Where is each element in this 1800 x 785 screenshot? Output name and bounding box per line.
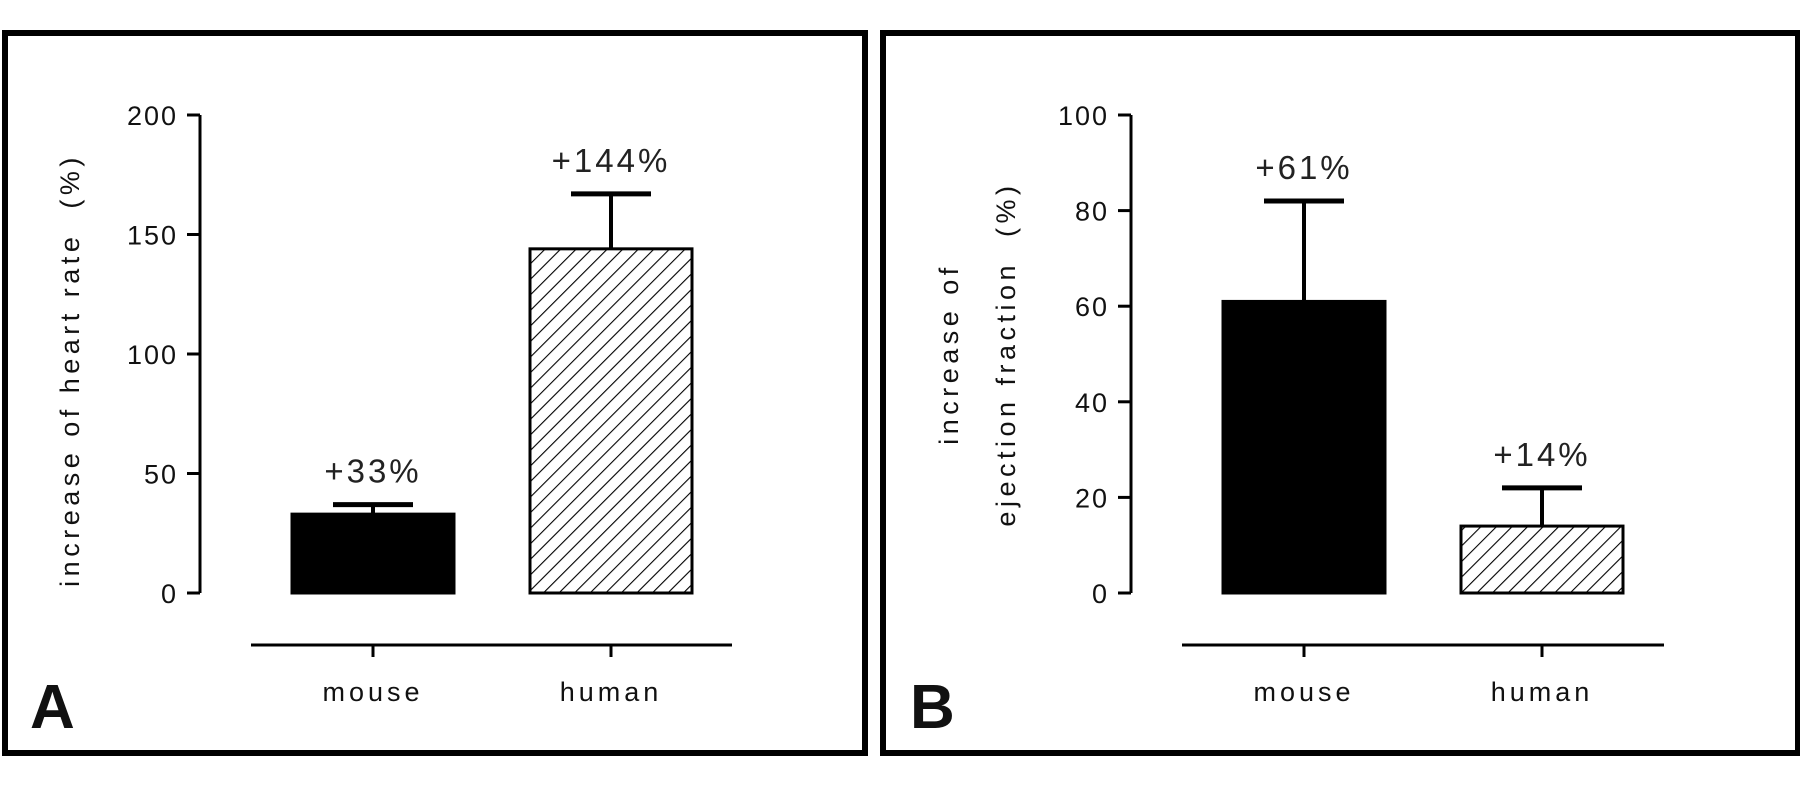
- bar-human: [1459, 524, 1625, 595]
- data-label: +14%: [1493, 436, 1590, 473]
- y-tick-label: 60: [1075, 292, 1109, 322]
- data-label: +61%: [1255, 149, 1352, 186]
- data-label: +144%: [552, 142, 671, 179]
- x-tick-label: human: [1491, 677, 1594, 707]
- panel-a: 0 50 100 150 200 increase of heart rate (%) mo…: [2, 30, 868, 756]
- panel-b: 0 20 40 60 80 100 increase of ejection fraction…: [880, 30, 1800, 756]
- x-tick-label: mouse: [1253, 677, 1354, 707]
- panel-label: B: [910, 673, 955, 742]
- bar-human: [528, 247, 694, 595]
- y-tick-label: 0: [1092, 579, 1109, 609]
- y-axis-label: increase of: [934, 263, 964, 445]
- bar-mouse: [290, 512, 456, 595]
- y-tick-label: 20: [1075, 483, 1109, 513]
- x-tick-label: mouse: [322, 677, 423, 707]
- y-tick-label: 50: [144, 460, 178, 490]
- x-tick-label: human: [560, 677, 663, 707]
- y-tick-label: 150: [127, 221, 178, 251]
- y-tick-label: 0: [161, 579, 178, 609]
- y-tick-label: 80: [1075, 197, 1109, 227]
- y-axis-label: ejection fraction (%): [991, 181, 1021, 526]
- bar-mouse: [1221, 299, 1387, 595]
- panel-frame: [2, 30, 868, 756]
- y-axis-label: increase of heart rate (%): [55, 153, 85, 587]
- y-tick-label: 40: [1075, 388, 1109, 418]
- panel-label: A: [30, 673, 75, 742]
- data-label: +33%: [324, 453, 421, 490]
- panel-frame: [880, 30, 1800, 756]
- y-tick-label: 100: [127, 340, 178, 370]
- y-tick-label: 200: [127, 101, 178, 131]
- y-tick-label: 100: [1058, 101, 1109, 131]
